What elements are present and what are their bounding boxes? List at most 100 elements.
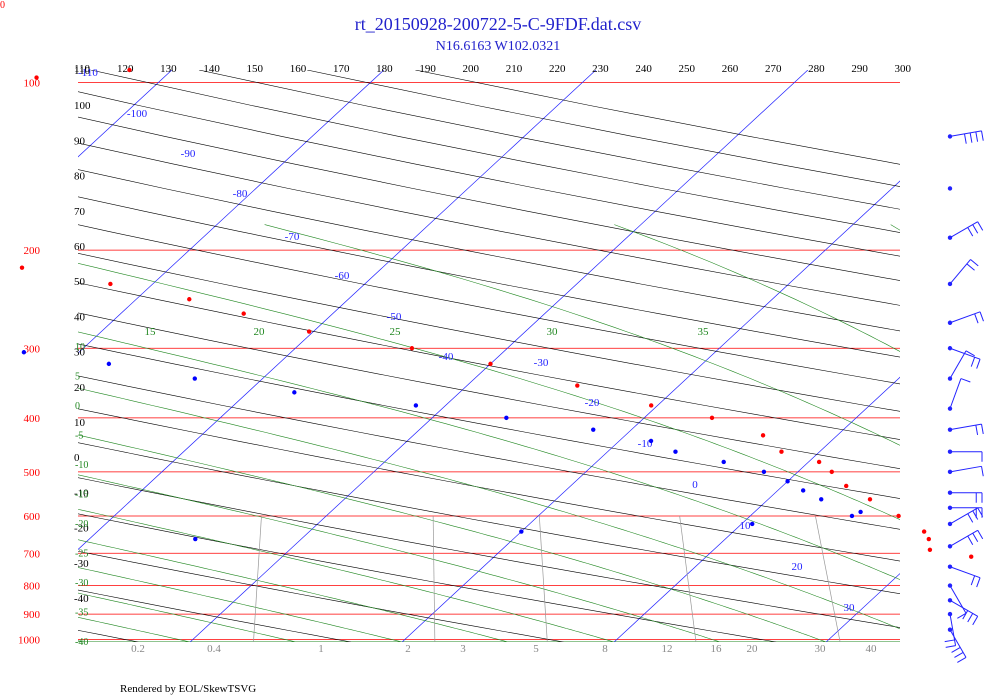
isotherm-tick-label: -30 [534, 357, 549, 369]
dewpoint-point [673, 449, 678, 454]
mixing-ratio-tick-label: 30 [815, 643, 827, 655]
moist-adiabat-line [78, 640, 85, 642]
left-tick-label: -40 [74, 593, 89, 605]
temperature-point [779, 449, 784, 454]
left-tick-label: 90 [74, 135, 86, 147]
temperature-point [187, 297, 192, 302]
wind-barb-staff [949, 259, 971, 285]
mixing-ratio-tick-label: 16 [711, 643, 723, 655]
wind-barb-flag [970, 357, 976, 367]
dewpoint-point [858, 509, 863, 515]
wind-barb-flag [967, 613, 974, 623]
temperature-point [19, 265, 25, 270]
theta-tick-label: 230 [592, 63, 609, 75]
pressure-tick-label: 600 [24, 511, 41, 523]
mixing-ratio-line [938, 516, 970, 642]
mixing-ratio-line [815, 515, 841, 642]
left-moist-tick-label: -5 [75, 431, 83, 442]
wind-barb-flag [981, 424, 984, 435]
dry-adiabat-line [78, 442, 900, 595]
chart-title: rt_20150928-200722-5-C-9FDF.dat.csv [355, 14, 642, 34]
theta-tick-label: 260 [722, 63, 739, 75]
dry-adiabat-line [78, 253, 900, 412]
wind-barb-staff [949, 507, 978, 525]
temperature-point [896, 513, 901, 519]
left-moist-tick-label: -15 [75, 490, 88, 501]
wind-barb-flag [975, 131, 979, 142]
dewpoint-point [648, 438, 654, 444]
moist-adiabat-tick-label: 25 [390, 326, 402, 338]
dewpoint-point [750, 521, 755, 527]
moist-adiabat-line [78, 567, 403, 642]
left-moist-tick-label: -10 [75, 460, 88, 471]
temperature-point [816, 459, 822, 465]
left-moist-tick-label: 0 [75, 401, 80, 412]
wind-barb-flag [969, 132, 973, 143]
dewpoint-point [800, 488, 806, 493]
isotherm-line [825, 573, 900, 642]
dewpoint-point [192, 376, 197, 381]
pressure-tick-label: 800 [24, 581, 41, 593]
wind-barb-staff [949, 529, 978, 547]
temperature-point [34, 75, 39, 80]
theta-tick-label: 250 [679, 63, 696, 75]
theta-tick-label: 280 [808, 63, 825, 75]
left-moist-tick-label: -20 [75, 519, 88, 530]
isotherm-tick-label: -60 [335, 270, 350, 282]
dewpoint-point [292, 390, 297, 395]
left-tick-label: 70 [74, 206, 86, 218]
dry-adiabat-line [78, 169, 900, 332]
wind-barb-flag [957, 656, 967, 663]
mixing-ratio-line [253, 515, 262, 642]
wind-barb-staff [949, 614, 957, 646]
left-tick-label: 30 [74, 347, 86, 359]
wind-station-dot [947, 186, 953, 191]
isotherm-tick-label: -70 [285, 231, 300, 243]
pressure-tick-label: 500 [24, 467, 41, 479]
temperature-point [409, 346, 415, 351]
theta-tick-label: 240 [635, 63, 652, 75]
theta-tick-label: 130 [160, 63, 177, 75]
wind-barb-flag [977, 507, 984, 517]
isotherm-line [78, 70, 385, 354]
wind-barb-flag [970, 575, 976, 586]
dry-adiabat-line [78, 142, 900, 306]
mixing-ratio-line [33, 516, 52, 642]
dewpoint-point [413, 403, 419, 408]
isotherm-tick-label: -80 [233, 188, 248, 200]
dry-adiabat-line [78, 312, 900, 469]
temperature-point [760, 433, 766, 438]
temperature-point [927, 547, 933, 553]
left-tick-label: 40 [74, 311, 86, 323]
isotherm-line [78, 70, 597, 550]
temperature-point [709, 415, 715, 421]
isotherm-line [189, 70, 809, 642]
left-moist-tick-label: -40 [75, 637, 88, 648]
wind-barb-flag [962, 610, 969, 620]
dewpoint-point [504, 415, 509, 421]
temperature-point [575, 383, 580, 388]
theta-tick-label: 140 [203, 63, 220, 75]
moist-adiabat-tick-label: 20 [254, 326, 266, 338]
wind-barb-staff [949, 130, 982, 137]
moist-adiabat-line [264, 224, 900, 446]
dry-adiabat-line [78, 343, 900, 499]
mixing-ratio-line [679, 515, 697, 642]
temperature-point [844, 483, 849, 489]
pressure-tick-label: 1000 [18, 635, 41, 647]
isotherm-tick-label: -110 [78, 67, 98, 79]
pressure-tick-label: 200 [24, 245, 41, 257]
dry-adiabat-line [78, 513, 777, 642]
theta-tick-label: 190 [419, 63, 436, 75]
chart-subtitle: N16.6163 W102.0321 [436, 39, 561, 54]
moist-adiabat-line [78, 331, 900, 580]
dewpoint-point [519, 529, 524, 534]
dry-adiabat-line [198, 70, 900, 210]
dry-adiabat-line [78, 282, 900, 440]
theta-tick-label: 160 [290, 63, 307, 75]
dewpoint-point [785, 479, 790, 484]
mixing-ratio-tick-label: 1 [318, 643, 324, 655]
dewpoint-point [193, 536, 198, 542]
wind-barb-flag [975, 425, 979, 436]
wind-barb-flag [974, 313, 979, 324]
